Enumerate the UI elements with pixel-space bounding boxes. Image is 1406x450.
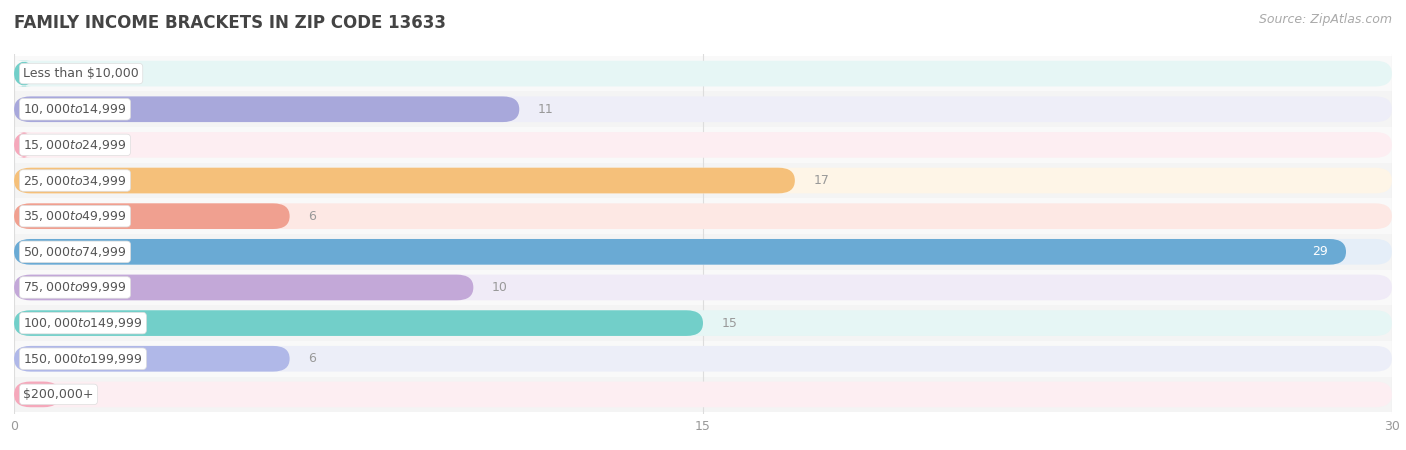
FancyBboxPatch shape (14, 274, 1392, 300)
FancyBboxPatch shape (14, 203, 290, 229)
FancyBboxPatch shape (14, 274, 474, 300)
FancyBboxPatch shape (14, 132, 34, 158)
Bar (14, 198, 1392, 234)
FancyBboxPatch shape (14, 132, 1392, 158)
FancyBboxPatch shape (14, 382, 60, 407)
Text: 15: 15 (721, 317, 737, 329)
FancyBboxPatch shape (14, 310, 703, 336)
Text: 6: 6 (308, 352, 316, 365)
Bar (14, 377, 1392, 412)
FancyBboxPatch shape (14, 168, 1392, 194)
Text: Less than $10,000: Less than $10,000 (24, 67, 139, 80)
Text: 17: 17 (813, 174, 830, 187)
FancyBboxPatch shape (14, 382, 1392, 407)
Bar (14, 341, 1392, 377)
Text: $50,000 to $74,999: $50,000 to $74,999 (24, 245, 127, 259)
FancyBboxPatch shape (14, 239, 1346, 265)
Text: 6: 6 (308, 210, 316, 223)
Text: 29: 29 (1312, 245, 1327, 258)
Bar (14, 163, 1392, 198)
Text: $150,000 to $199,999: $150,000 to $199,999 (24, 352, 142, 366)
Bar (14, 91, 1392, 127)
FancyBboxPatch shape (14, 310, 1392, 336)
Text: $25,000 to $34,999: $25,000 to $34,999 (24, 174, 127, 188)
Text: $200,000+: $200,000+ (24, 388, 94, 401)
Bar (14, 127, 1392, 163)
Text: $100,000 to $149,999: $100,000 to $149,999 (24, 316, 142, 330)
FancyBboxPatch shape (14, 346, 1392, 372)
Bar (14, 270, 1392, 305)
Bar (14, 234, 1392, 270)
Text: 11: 11 (537, 103, 554, 116)
Text: 0: 0 (52, 67, 60, 80)
Text: $15,000 to $24,999: $15,000 to $24,999 (24, 138, 127, 152)
FancyBboxPatch shape (14, 61, 1392, 86)
Text: $10,000 to $14,999: $10,000 to $14,999 (24, 102, 127, 116)
FancyBboxPatch shape (14, 168, 794, 194)
FancyBboxPatch shape (14, 96, 519, 122)
Text: 10: 10 (492, 281, 508, 294)
FancyBboxPatch shape (14, 239, 1392, 265)
Text: $75,000 to $99,999: $75,000 to $99,999 (24, 280, 127, 294)
FancyBboxPatch shape (14, 203, 1392, 229)
FancyBboxPatch shape (14, 61, 34, 86)
Bar (14, 305, 1392, 341)
FancyBboxPatch shape (14, 346, 290, 372)
Bar (14, 56, 1392, 91)
Text: 0: 0 (52, 139, 60, 151)
FancyBboxPatch shape (14, 96, 1392, 122)
Text: $35,000 to $49,999: $35,000 to $49,999 (24, 209, 127, 223)
Text: FAMILY INCOME BRACKETS IN ZIP CODE 13633: FAMILY INCOME BRACKETS IN ZIP CODE 13633 (14, 14, 446, 32)
Text: Source: ZipAtlas.com: Source: ZipAtlas.com (1258, 14, 1392, 27)
Text: 1: 1 (79, 388, 86, 401)
